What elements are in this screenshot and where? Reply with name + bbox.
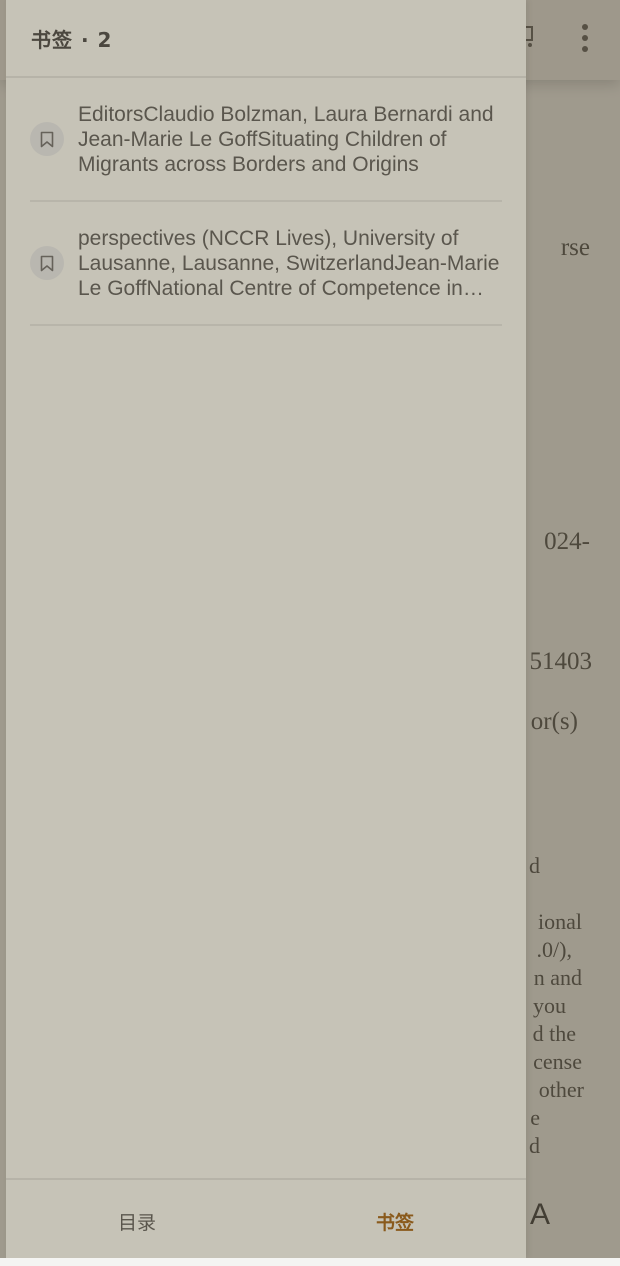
reader-fragment: e: [530, 1105, 540, 1130]
reader-fragment: .0/),: [536, 937, 572, 962]
bookmark-item[interactable]: EditorsClaudio Bolzman, Laura Bernardi a…: [30, 78, 502, 202]
reader-fragment: rse: [560, 234, 590, 261]
reader-fragment: you: [533, 993, 566, 1018]
tab-bookmarks[interactable]: 书签: [376, 1212, 415, 1234]
more-options-icon[interactable]: [576, 24, 594, 54]
bookmark-text: perspectives (NCCR Lives), University of…: [78, 227, 500, 300]
reader-fragment: 024-: [544, 528, 590, 555]
font-settings-button[interactable]: A: [530, 1198, 551, 1231]
bookmark-item[interactable]: perspectives (NCCR Lives), University of…: [30, 202, 502, 326]
bookmark-icon: [30, 122, 64, 156]
reader-fragment: 51403: [529, 648, 593, 675]
reader-fragment: ional: [538, 909, 582, 934]
reader-fragment: cense: [533, 1049, 582, 1074]
reader-fragment: d: [529, 1133, 540, 1158]
tab-table-of-contents[interactable]: 目录: [118, 1212, 157, 1234]
drawer-header: 书签 · 2: [6, 0, 526, 78]
bookmark-text: EditorsClaudio Bolzman, Laura Bernardi a…: [78, 103, 494, 176]
reader-fragment: d: [529, 853, 540, 878]
drawer-title: 书签 · 2: [31, 28, 113, 52]
drawer-footer: 目录 书签: [6, 1178, 526, 1258]
reader-fragment: d the: [532, 1021, 576, 1046]
bottom-strip: [0, 1258, 620, 1266]
reader-fragment: other: [538, 1077, 584, 1102]
reader-fragment: or(s): [530, 708, 578, 735]
bookmark-drawer: 书签 · 2 EditorsClaudio Bolzman, Laura Ber…: [6, 0, 526, 1258]
bookmark-icon: [30, 246, 64, 280]
reader-fragment: n and: [533, 965, 582, 990]
bookmark-list: EditorsClaudio Bolzman, Laura Bernardi a…: [30, 78, 502, 326]
